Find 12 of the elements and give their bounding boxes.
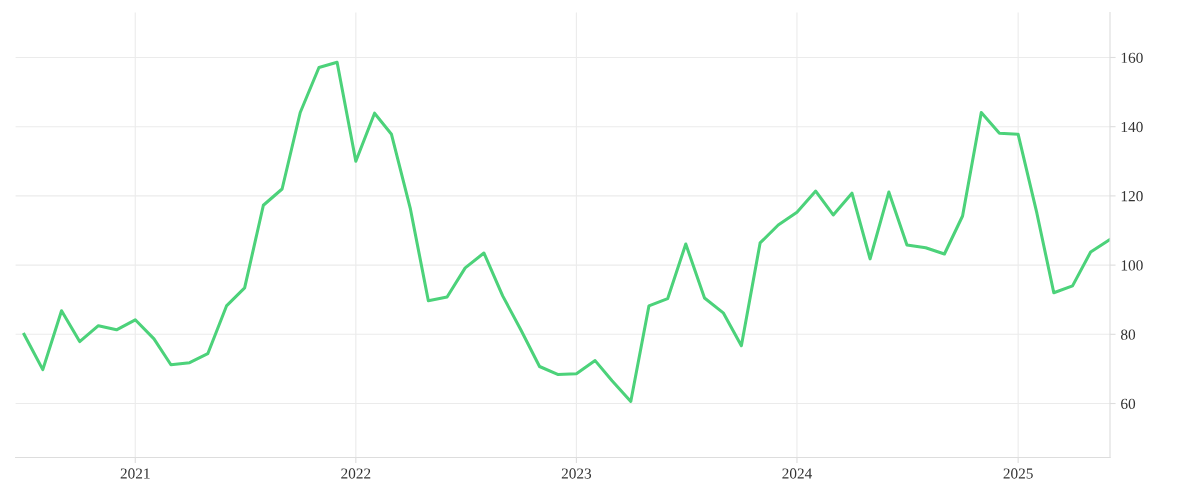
y-tick-label: 160	[1121, 52, 1143, 63]
y-tick-label: 80	[1121, 329, 1136, 340]
x-tick-label: 2023	[561, 468, 592, 479]
x-tick-label: 2024	[782, 468, 813, 479]
y-tick-label: 120	[1121, 191, 1143, 202]
y-tick-label: 140	[1121, 121, 1143, 133]
x-tick-label: 2022	[341, 468, 371, 479]
line-series	[22, 60, 1110, 403]
y-tick-label: 60	[1121, 398, 1136, 409]
y-tick-label: 100	[1121, 260, 1143, 271]
x-tick-label: 2025	[1003, 468, 1033, 479]
x-tick-label: 2021	[120, 468, 150, 479]
